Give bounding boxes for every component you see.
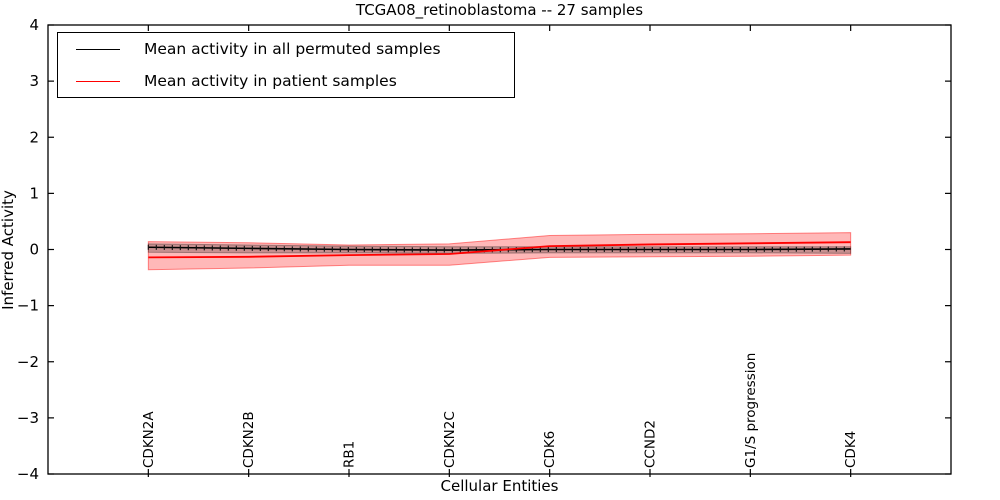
y-tick-label: 1 [29, 184, 39, 202]
x-tick-label: CDK4 [843, 431, 859, 468]
x-tick-label: CDK6 [542, 431, 558, 468]
patient-mean-line [148, 241, 851, 259]
legend-entry-patient: Mean activity in patient samples [58, 67, 514, 95]
x-tick-label: CDKN2A [141, 411, 157, 468]
y-tick-label: 0 [29, 241, 39, 259]
legend: Mean activity in all permuted samples Me… [57, 32, 515, 98]
x-axis-label: Cellular Entities [440, 477, 559, 495]
permuted-line-swatch [76, 48, 120, 50]
y-tick-label: −4 [17, 465, 39, 483]
legend-label-patient: Mean activity in patient samples [144, 72, 397, 90]
x-tick-label: CDKN2C [442, 411, 458, 468]
legend-label-permuted: Mean activity in all permuted samples [144, 40, 441, 58]
x-tick-label: RB1 [342, 441, 358, 468]
y-tick-label: 2 [29, 128, 39, 146]
y-tick-label: −3 [17, 409, 39, 427]
patient-band [147, 232, 852, 271]
patient-line-swatch [76, 80, 120, 82]
y-tick-label: −2 [17, 353, 39, 371]
chart-title: TCGA08_retinoblastoma -- 27 samples [355, 1, 644, 19]
x-tick-label: CDKN2B [241, 411, 257, 468]
x-tick-label: G1/S progression [743, 353, 759, 468]
y-axis-label: Inferred Activity [0, 190, 17, 310]
y-tick-label: 3 [29, 72, 39, 90]
legend-entry-permuted: Mean activity in all permuted samples [58, 35, 514, 63]
x-tick-label: CCND2 [643, 420, 659, 468]
y-tick-label: −1 [17, 297, 39, 315]
y-tick-label: 4 [29, 16, 39, 34]
